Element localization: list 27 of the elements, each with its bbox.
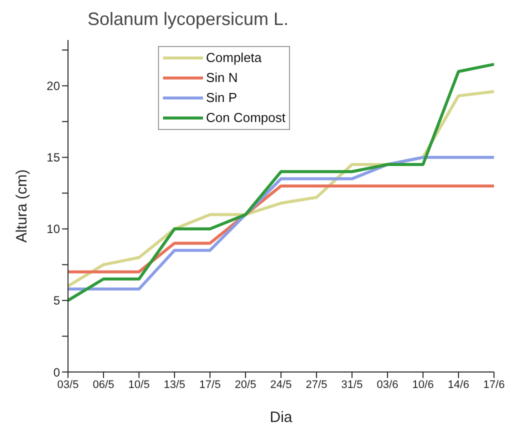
x-tick-label: 10/6 <box>412 378 434 391</box>
line-series <box>66 156 496 290</box>
y-tick-label: 10 <box>46 222 60 236</box>
legend-label: Completa <box>205 49 263 67</box>
y-tick-label: 15 <box>46 150 60 165</box>
x-tick-label: 27/5 <box>306 378 328 391</box>
x-tick-label: 24/5 <box>270 378 292 391</box>
x-tick-label: 20/5 <box>234 378 256 391</box>
chart-title: Solanum lycopersicum L. <box>86 8 290 31</box>
line-series <box>66 184 496 274</box>
y-axis-title: Altura (cm) <box>13 169 30 243</box>
x-tick-label: 03/6 <box>376 378 398 391</box>
y-tick-label: 20 <box>46 79 60 94</box>
x-tick-label: 31/5 <box>341 378 363 391</box>
y-tick-label: 0 <box>53 365 60 380</box>
y-tick-label: 5 <box>53 294 60 308</box>
x-tick-label: 13/5 <box>164 378 186 391</box>
x-tick-label: 10/5 <box>128 378 150 391</box>
x-tick-label: 14/6 <box>448 378 470 391</box>
legend-label: Sin P <box>205 89 238 107</box>
x-tick-label: 17/6 <box>483 378 505 391</box>
legend-label: Con Compost <box>205 109 286 127</box>
x-axis-title: Dia <box>270 409 293 426</box>
x-tick-label: 03/5 <box>57 378 79 391</box>
legend-label: Sin N <box>205 69 239 87</box>
x-tick-label: 06/5 <box>92 378 114 391</box>
x-tick-label: 17/5 <box>199 378 221 391</box>
